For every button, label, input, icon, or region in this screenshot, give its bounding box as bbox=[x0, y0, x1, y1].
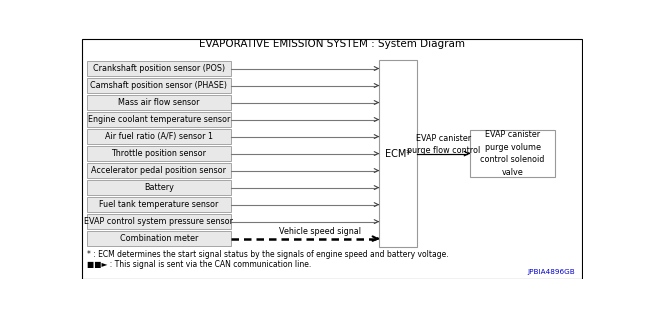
Text: JPBIA4896GB: JPBIA4896GB bbox=[527, 269, 575, 275]
Bar bbox=[87, 180, 231, 195]
Bar bbox=[379, 60, 417, 247]
Text: Fuel tank temperature sensor: Fuel tank temperature sensor bbox=[99, 200, 218, 209]
Text: EVAPORATIVE EMISSION SYSTEM : System Diagram: EVAPORATIVE EMISSION SYSTEM : System Dia… bbox=[199, 39, 465, 49]
Text: Battery: Battery bbox=[144, 183, 174, 192]
Bar bbox=[470, 130, 555, 177]
Bar bbox=[87, 95, 231, 110]
Text: Combination meter: Combination meter bbox=[120, 234, 198, 243]
Text: Accelerator pedal position sensor: Accelerator pedal position sensor bbox=[91, 166, 226, 175]
Bar bbox=[87, 146, 231, 161]
Bar bbox=[87, 61, 231, 76]
Bar bbox=[87, 78, 231, 93]
Text: EVAP canister
purge flow control: EVAP canister purge flow control bbox=[407, 133, 480, 155]
Bar bbox=[87, 197, 231, 212]
Bar bbox=[87, 129, 231, 144]
Text: Crankshaft position sensor (POS): Crankshaft position sensor (POS) bbox=[93, 64, 225, 73]
Bar bbox=[87, 163, 231, 178]
Text: ECM*: ECM* bbox=[385, 149, 411, 159]
Bar bbox=[87, 112, 231, 127]
Text: Throttle position sensor: Throttle position sensor bbox=[111, 149, 206, 158]
Text: Air fuel ratio (A/F) sensor 1: Air fuel ratio (A/F) sensor 1 bbox=[105, 132, 213, 141]
Text: Mass air flow sensor: Mass air flow sensor bbox=[118, 98, 200, 107]
Text: * : ECM determines the start signal status by the signals of engine speed and ba: * : ECM determines the start signal stat… bbox=[87, 250, 449, 259]
Text: Vehicle speed signal: Vehicle speed signal bbox=[279, 226, 362, 236]
Text: Camshaft position sensor (PHASE): Camshaft position sensor (PHASE) bbox=[90, 81, 227, 90]
Text: EVAP control system pressure sensor: EVAP control system pressure sensor bbox=[84, 217, 233, 226]
Bar bbox=[87, 231, 231, 246]
Bar bbox=[87, 214, 231, 229]
Text: EVAP canister
purge volume
control solenoid
valve: EVAP canister purge volume control solen… bbox=[480, 130, 545, 177]
Text: Engine coolant temperature sensor: Engine coolant temperature sensor bbox=[87, 115, 230, 124]
Text: ■■► : This signal is sent via the CAN communication line.: ■■► : This signal is sent via the CAN co… bbox=[87, 260, 312, 268]
FancyBboxPatch shape bbox=[82, 39, 582, 279]
